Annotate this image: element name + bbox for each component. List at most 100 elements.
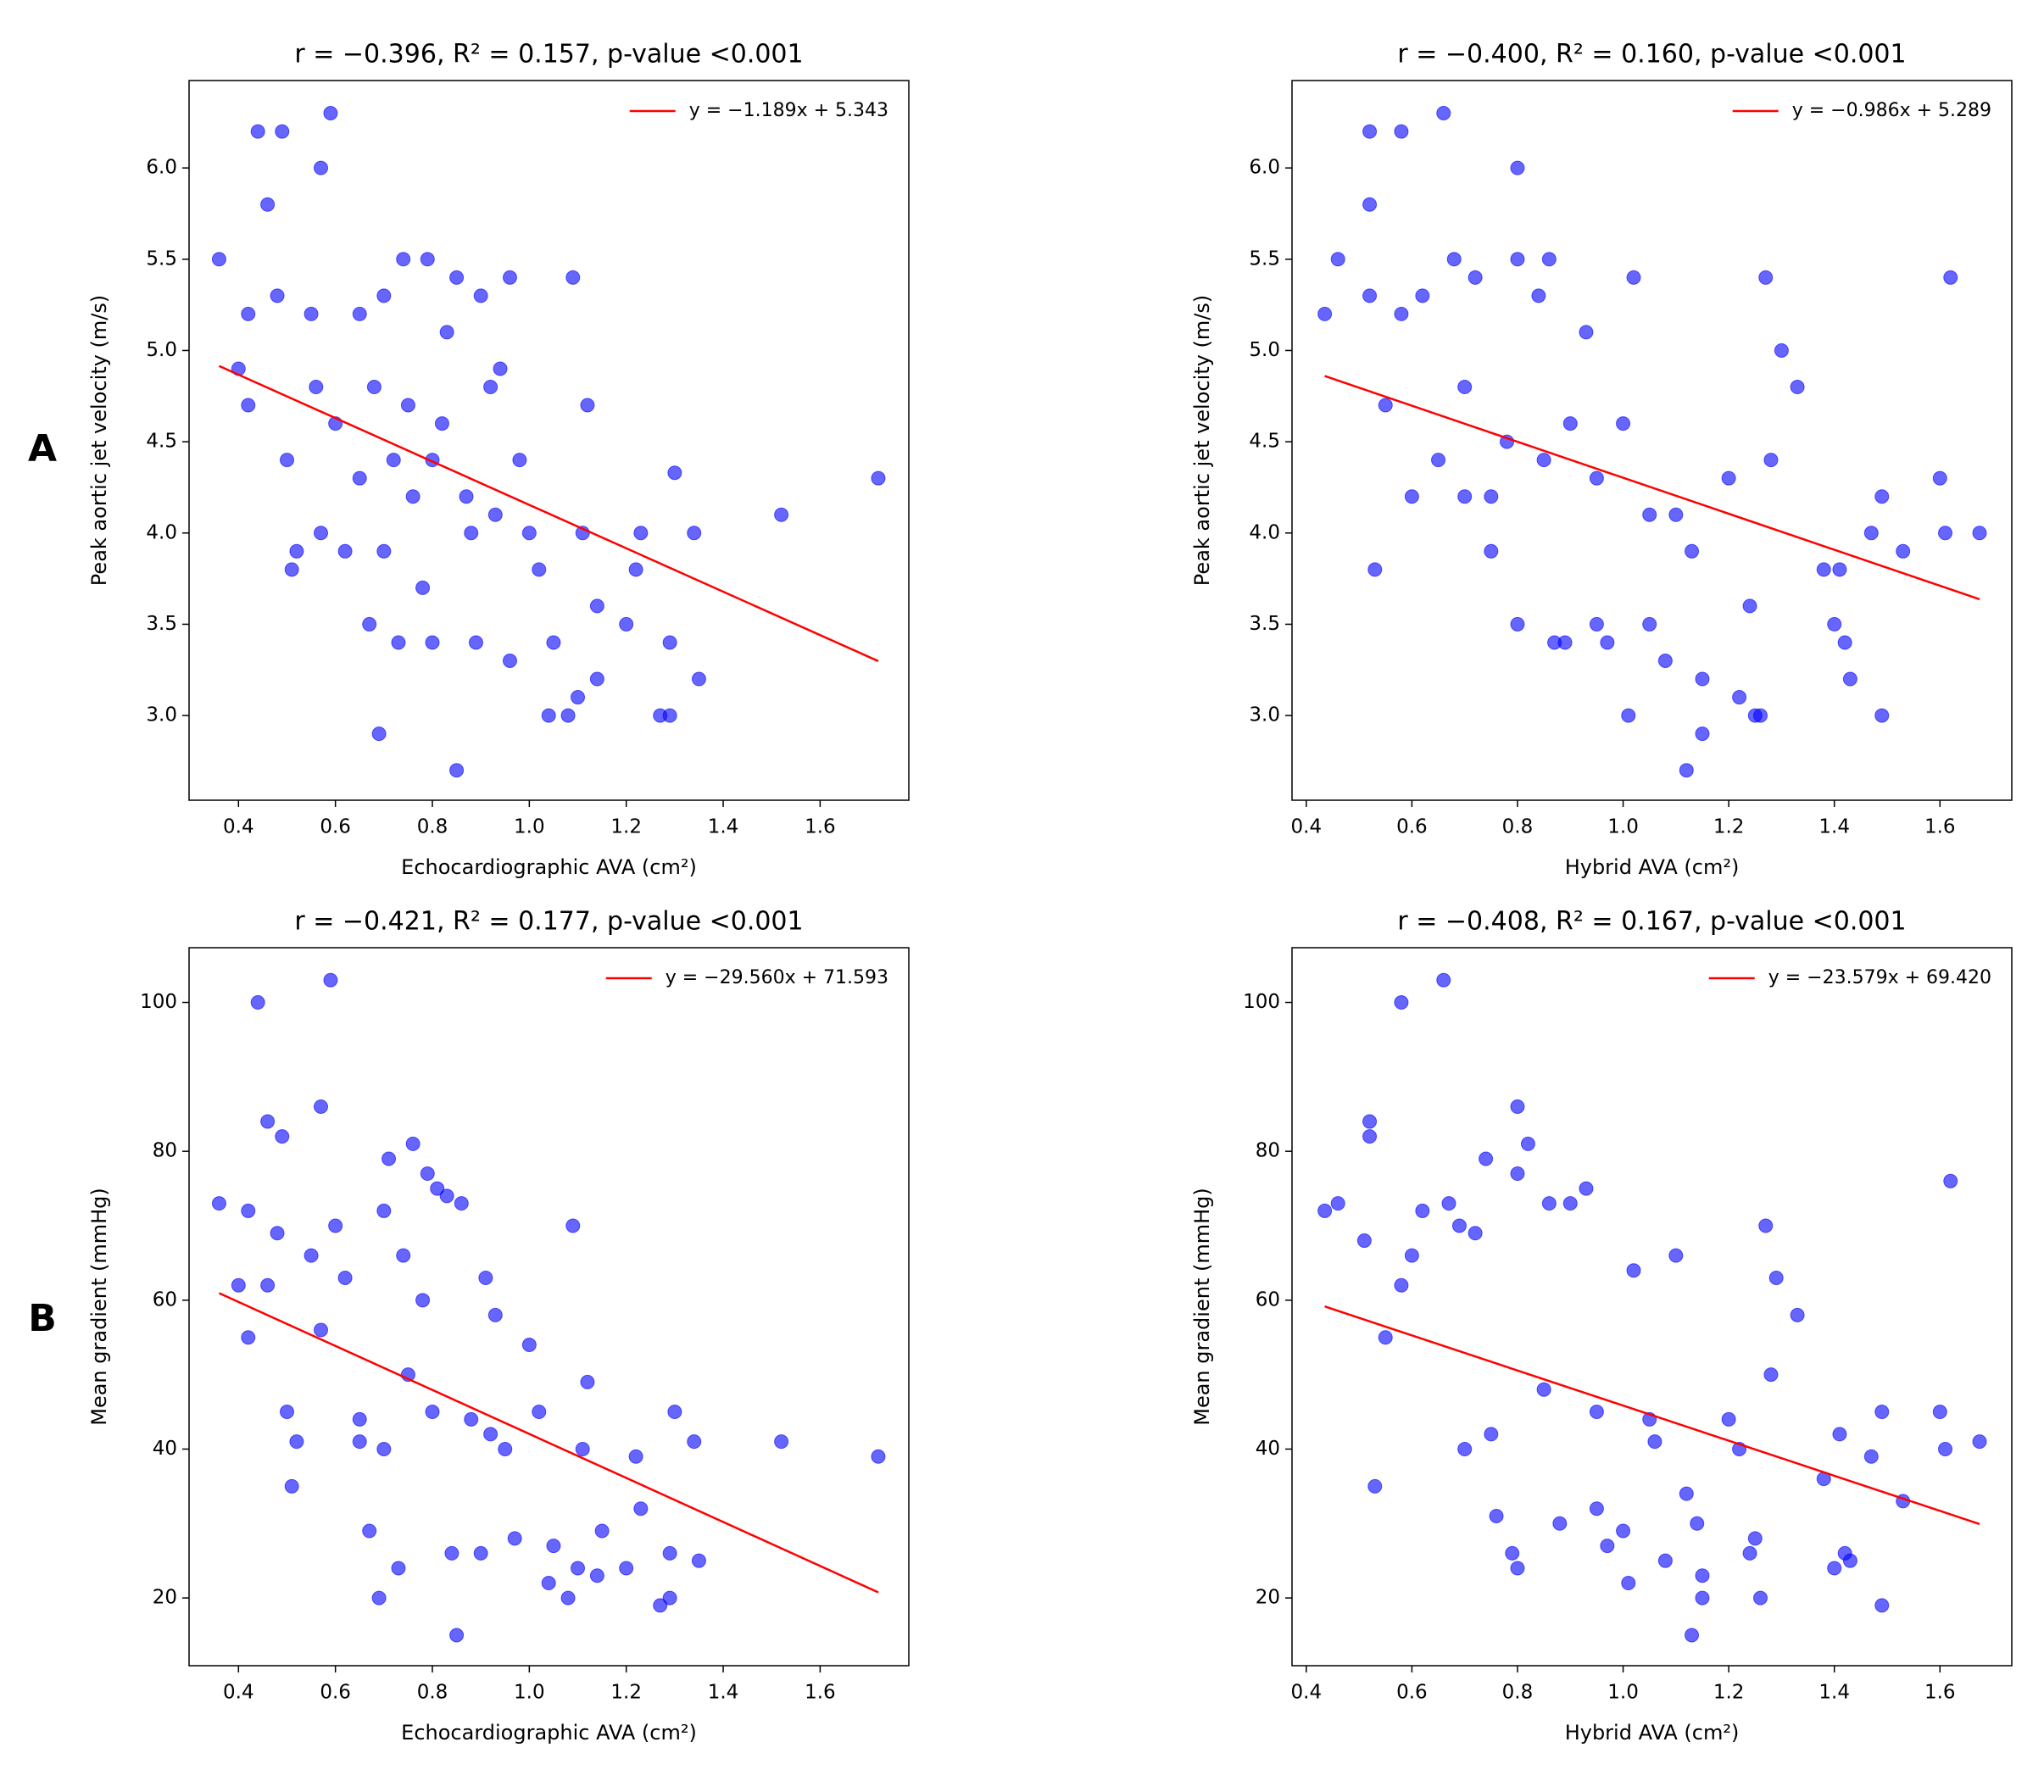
point (386, 453, 401, 468)
y-tick-label: 3.0 (1249, 704, 1280, 726)
point (1742, 598, 1757, 614)
point (439, 1188, 454, 1204)
point (1436, 972, 1451, 988)
fit-line (1324, 1305, 1980, 1526)
point (1378, 1330, 1393, 1345)
point (473, 1545, 488, 1561)
x-tick-label: 0.8 (417, 816, 448, 838)
point (1557, 635, 1573, 650)
point (1541, 252, 1557, 267)
point (633, 1501, 649, 1517)
point (1362, 124, 1378, 139)
point (1626, 270, 1641, 285)
point (396, 1248, 411, 1263)
point (304, 1248, 319, 1263)
point (260, 197, 276, 212)
fit-line (1324, 375, 1980, 601)
point (1520, 1136, 1535, 1151)
x-axis-label: Echocardiographic AVA (cm²) (401, 1721, 697, 1745)
point (1642, 507, 1657, 522)
point (1451, 1218, 1467, 1233)
point (270, 1226, 285, 1241)
y-tick-label: 80 (153, 1140, 177, 1162)
point (871, 470, 886, 486)
point (1362, 1114, 1378, 1129)
point (493, 361, 508, 376)
x-tick-label: 1.6 (1924, 1682, 1956, 1704)
x-tick-label: 1.6 (805, 816, 836, 838)
x-tick-label: 1.2 (610, 816, 642, 838)
axes-frame (1291, 947, 2013, 1667)
point (337, 543, 353, 559)
point (1510, 252, 1525, 267)
y-axis-label: Mean gradient (mmHg) (87, 1188, 111, 1426)
point (541, 1576, 556, 1591)
point (1394, 306, 1409, 321)
point (464, 1411, 479, 1427)
point (439, 325, 454, 340)
point (565, 1218, 581, 1233)
fit-line (218, 1292, 879, 1594)
point (420, 252, 435, 267)
y-tick-label: 5.0 (146, 339, 177, 361)
fit-line (218, 365, 879, 663)
point (1367, 562, 1383, 577)
point (1863, 1449, 1879, 1464)
point (1378, 398, 1393, 413)
point (1562, 416, 1578, 431)
point (1758, 1218, 1774, 1233)
point (1721, 1411, 1736, 1427)
point (774, 507, 789, 522)
point (487, 507, 503, 522)
point (1600, 1539, 1615, 1554)
chart-title: r = −0.408, R² = 0.167, p-value <0.001 (1397, 907, 1906, 937)
point (1505, 1545, 1520, 1561)
point (415, 1293, 431, 1308)
point (328, 1218, 343, 1233)
point (425, 1405, 440, 1420)
y-tick-label: 100 (140, 991, 177, 1013)
x-axis-label: Hybrid AVA (cm²) (1565, 1721, 1740, 1745)
y-axis-label: Mean gradient (mmHg) (1190, 1188, 1214, 1426)
chart-title: r = −0.421, R² = 0.177, p-value <0.001 (294, 907, 803, 937)
legend-label: y = −1.189x + 5.343 (689, 100, 888, 121)
point (279, 1405, 294, 1420)
point (376, 1441, 392, 1456)
point (532, 1405, 547, 1420)
point (1415, 288, 1430, 303)
point (1479, 1151, 1494, 1166)
point (662, 635, 677, 650)
point (560, 708, 576, 723)
point (502, 270, 517, 285)
point (687, 1434, 702, 1450)
point (1621, 1576, 1636, 1591)
point (1647, 1434, 1662, 1450)
point (289, 1434, 304, 1450)
point (260, 1277, 276, 1293)
point (449, 1628, 465, 1643)
point (1468, 1226, 1483, 1241)
point (1562, 1196, 1578, 1211)
y-tick-label: 60 (1256, 1288, 1280, 1311)
point (1774, 342, 1789, 358)
x-tick-label: 1.4 (1818, 1682, 1850, 1704)
point (1832, 562, 1847, 577)
point (1589, 1501, 1604, 1517)
y-tick-label: 80 (1256, 1140, 1280, 1162)
point (473, 288, 488, 303)
point (1317, 1203, 1333, 1218)
x-tick-label: 1.6 (1924, 816, 1956, 838)
x-tick-label: 0.6 (320, 816, 351, 838)
point (589, 598, 604, 614)
point (449, 763, 465, 778)
point (352, 306, 367, 321)
point (1732, 690, 1747, 705)
point (1874, 1598, 1890, 1613)
point (1747, 1531, 1763, 1546)
point (371, 1590, 387, 1606)
point (619, 616, 634, 632)
point (1589, 470, 1604, 486)
y-tick-label: 3.5 (1249, 613, 1280, 635)
point (279, 453, 294, 468)
point (270, 288, 285, 303)
